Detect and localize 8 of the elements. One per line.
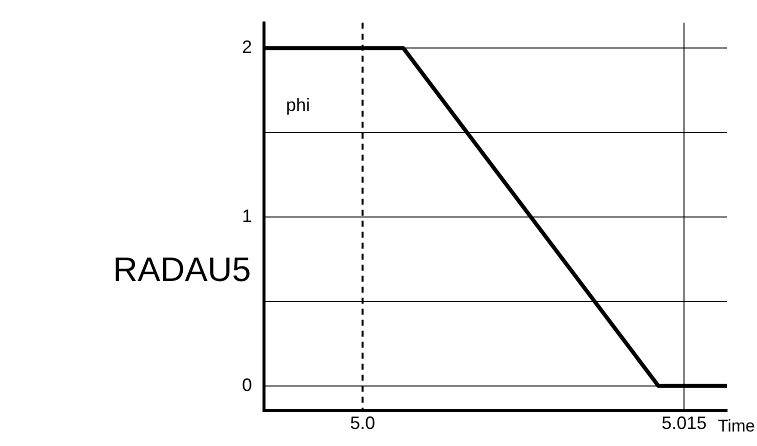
y-tick-label: 2 — [242, 37, 252, 58]
text: RADAU5 — [113, 250, 251, 289]
text: phi — [286, 95, 310, 116]
y-tick-label: 1 — [242, 206, 252, 226]
x-tick-label: 5.015 — [662, 413, 707, 434]
x-axis-title: Time — [718, 416, 755, 436]
x-tick-label: 5.0 — [350, 413, 376, 434]
y-tick-label: 0 — [242, 374, 252, 395]
